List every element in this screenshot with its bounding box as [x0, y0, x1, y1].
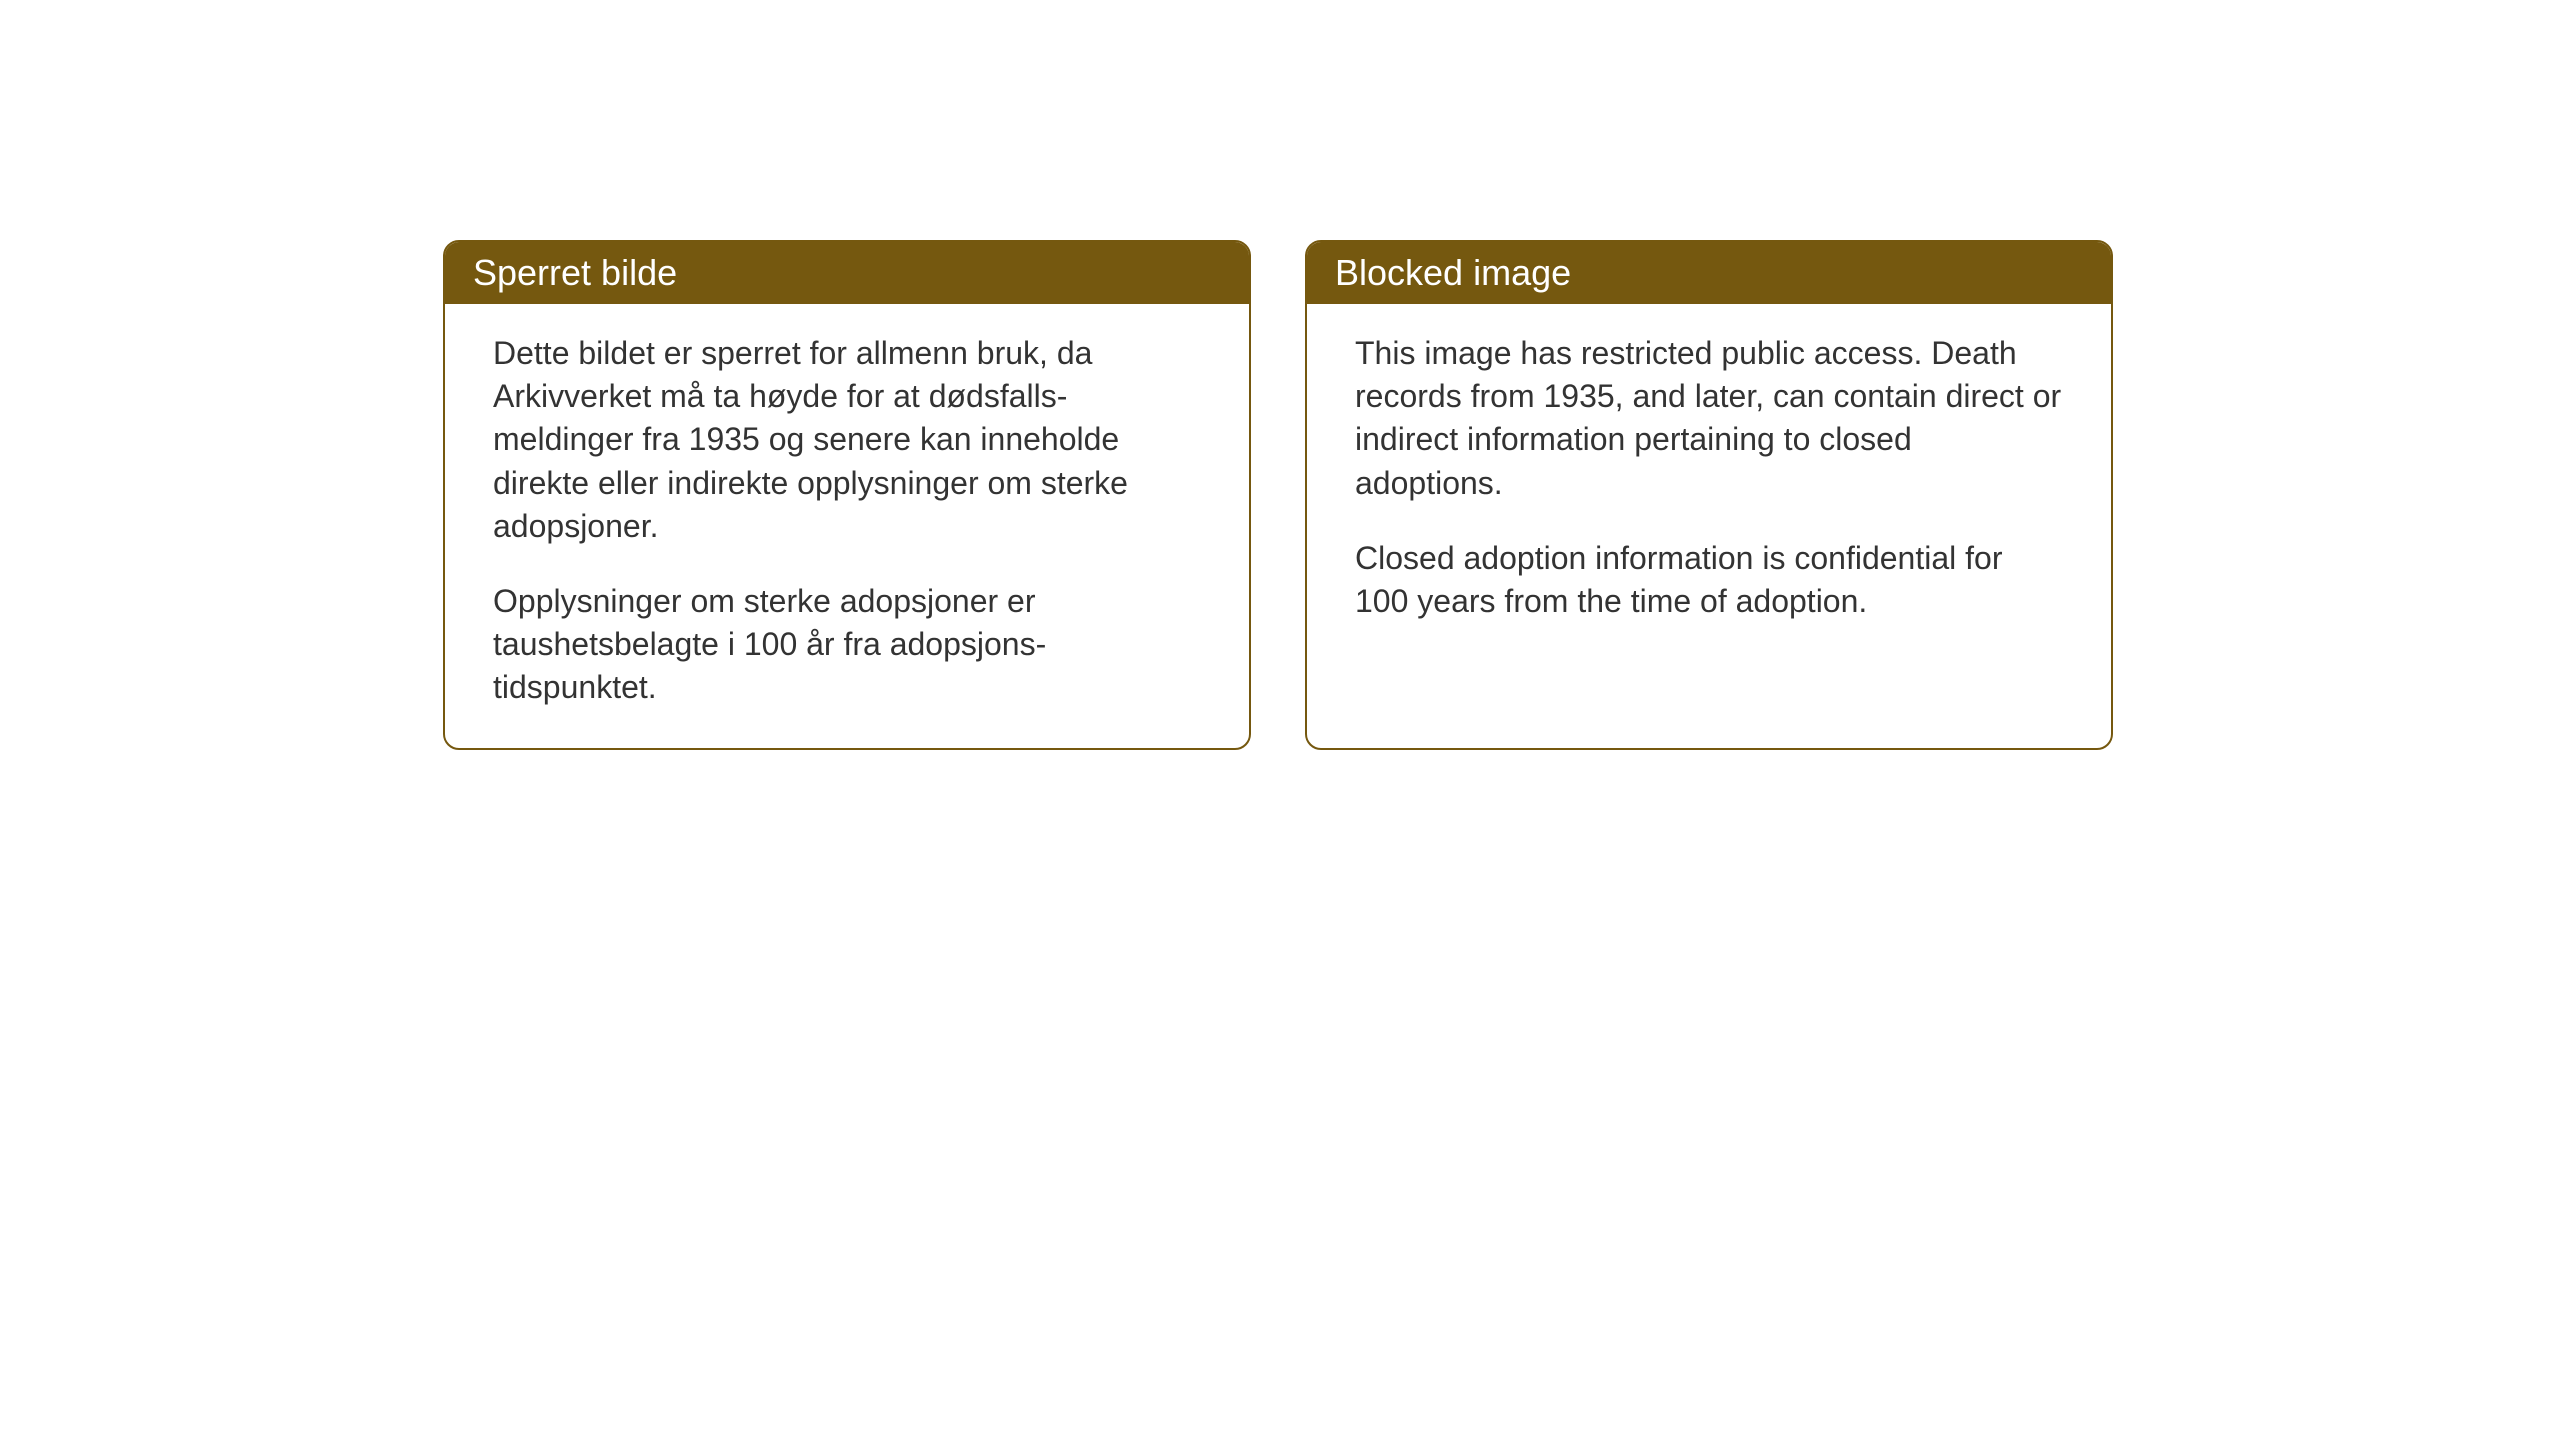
card-paragraph: Opplysninger om sterke adopsjoner er tau…: [493, 580, 1201, 710]
notice-cards-container: Sperret bilde Dette bildet er sperret fo…: [443, 240, 2113, 750]
card-title: Sperret bilde: [473, 252, 677, 293]
card-body: Dette bildet er sperret for allmenn bruk…: [445, 304, 1249, 748]
notice-card-english: Blocked image This image has restricted …: [1305, 240, 2113, 750]
card-paragraph: Dette bildet er sperret for allmenn bruk…: [493, 332, 1201, 548]
card-body: This image has restricted public access.…: [1307, 304, 2111, 661]
card-header: Sperret bilde: [445, 242, 1249, 304]
card-paragraph: This image has restricted public access.…: [1355, 332, 2063, 505]
card-title: Blocked image: [1335, 252, 1571, 293]
notice-card-norwegian: Sperret bilde Dette bildet er sperret fo…: [443, 240, 1251, 750]
card-header: Blocked image: [1307, 242, 2111, 304]
card-paragraph: Closed adoption information is confident…: [1355, 537, 2063, 623]
